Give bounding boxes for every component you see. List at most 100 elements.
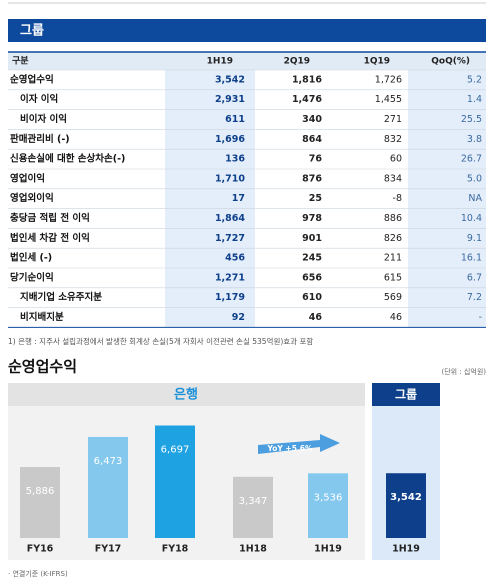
column-header: 구분 bbox=[12, 56, 29, 67]
section-title: 순영업수익 bbox=[8, 358, 77, 376]
chart-note: · 연결기준 (K-IFRS) bbox=[8, 569, 68, 578]
row-label: 판매관리비 (-) bbox=[10, 133, 70, 145]
category-label: FY17 bbox=[95, 544, 122, 555]
table-cell: 17 bbox=[232, 193, 245, 204]
row-label: 영업이익 bbox=[10, 172, 45, 184]
row-label: 순영업수익 bbox=[10, 73, 54, 85]
bar bbox=[20, 467, 60, 538]
table-cell: 245 bbox=[302, 253, 322, 264]
table-cell: 25 bbox=[309, 193, 322, 204]
table-cell: 340 bbox=[302, 114, 322, 125]
yoy-annotation: YoY +5.6% bbox=[266, 444, 313, 453]
table-cell: 7.2 bbox=[467, 292, 482, 303]
table-cell: 864 bbox=[302, 134, 322, 145]
table-cell: 826 bbox=[384, 233, 402, 244]
table-cell: 876 bbox=[302, 173, 322, 184]
bar bbox=[155, 425, 195, 538]
column-header: QoQ(%) bbox=[431, 57, 470, 67]
row-label: 비지배지분 bbox=[20, 311, 64, 323]
table-cell: 1,696 bbox=[215, 134, 245, 145]
table-cell: 615 bbox=[384, 272, 402, 283]
table: 구분 1H19 2Q19 1Q19 QoQ(%) 순영업수익 3,542 1,816 1,726… bbox=[8, 51, 486, 328]
table-cell: 16.1 bbox=[461, 253, 482, 264]
bar bbox=[308, 473, 348, 538]
table-cell: 1,476 bbox=[292, 94, 322, 105]
table-cell: 1,816 bbox=[292, 74, 322, 85]
table-cell: 1,455 bbox=[375, 94, 402, 105]
category-label: FY16 bbox=[27, 544, 54, 555]
table-cell: 3.8 bbox=[467, 134, 482, 145]
table-cell: 46 bbox=[309, 312, 323, 323]
column-header: 1Q19 bbox=[364, 57, 390, 67]
table-cell: 656 bbox=[302, 272, 322, 283]
bar bbox=[386, 473, 426, 538]
category-label: 1H19 bbox=[392, 544, 420, 555]
bar-value-label: 5,886 bbox=[26, 486, 55, 497]
row-label: 비이자 이익 bbox=[20, 113, 67, 125]
bar-value-label: 3,542 bbox=[390, 492, 422, 503]
table-cell: -8 bbox=[393, 193, 402, 204]
table-cell: 92 bbox=[232, 312, 245, 323]
bar-value-label: 6,697 bbox=[161, 445, 190, 456]
table-cell: 1,727 bbox=[215, 233, 245, 244]
table-cell: 2,931 bbox=[215, 94, 245, 105]
table-cell: 886 bbox=[384, 213, 402, 224]
table-cell: 1,271 bbox=[215, 272, 245, 283]
row-label: 지배기업 소유주지분 bbox=[20, 291, 102, 303]
bank-header bbox=[8, 383, 365, 406]
table-cell: 5.0 bbox=[467, 173, 482, 184]
table-cell: 834 bbox=[384, 173, 402, 184]
table-cell: 9.1 bbox=[467, 233, 482, 244]
header-title: 그룹 bbox=[20, 23, 44, 39]
table-cell: 901 bbox=[302, 233, 322, 244]
table-cell: 136 bbox=[225, 154, 245, 165]
bar-value-label: 3,536 bbox=[314, 492, 343, 503]
table-cell: 610 bbox=[302, 292, 322, 303]
bar-value-label: 6,473 bbox=[94, 456, 123, 467]
table-cell: 978 bbox=[302, 213, 322, 224]
table-cell: 832 bbox=[384, 134, 402, 145]
row-label: 신용손실에 대한 손상차손(-) bbox=[10, 153, 125, 165]
category-label: 1H19 bbox=[314, 544, 342, 555]
row-label: 법인세 (-) bbox=[10, 252, 52, 264]
bar bbox=[233, 476, 273, 538]
table-cell: 26.7 bbox=[461, 154, 482, 165]
row-label: 당기순이익 bbox=[10, 271, 54, 283]
table-cell: 76 bbox=[309, 154, 323, 165]
table-cell: 3,542 bbox=[215, 74, 245, 85]
bank-label: 은행 bbox=[174, 387, 198, 403]
table-cell: 5.2 bbox=[467, 74, 482, 85]
charts: 5,886 FY16 6,473 FY17 6,697 FY18 3,347 1H18 3,53… bbox=[20, 425, 426, 555]
table-cell: NA bbox=[468, 193, 482, 204]
table-cell: 1,864 bbox=[215, 213, 245, 224]
highlight-column bbox=[408, 70, 486, 328]
table-cell: 1.4 bbox=[467, 94, 482, 105]
table-header-bg bbox=[8, 52, 486, 70]
table-cell: 1,179 bbox=[215, 292, 245, 303]
table-cell: 1,710 bbox=[215, 173, 245, 184]
table-cell: 6.7 bbox=[467, 272, 482, 283]
table-cell: 25.5 bbox=[461, 114, 482, 125]
table-cell: 211 bbox=[384, 253, 402, 264]
unit-label: (단위 : 십억원) bbox=[442, 367, 487, 376]
group-label: 그룹 bbox=[395, 387, 417, 402]
table-cell: 1,726 bbox=[375, 74, 402, 85]
category-label: 1H18 bbox=[239, 544, 267, 555]
group-header bbox=[372, 383, 440, 406]
table-cell: 569 bbox=[384, 292, 402, 303]
table-cell: 456 bbox=[225, 253, 245, 264]
column-header: 1H19 bbox=[207, 57, 233, 67]
category-label: FY18 bbox=[162, 544, 189, 555]
table-cell: 271 bbox=[384, 114, 402, 125]
header-bar bbox=[8, 19, 486, 42]
table-cell: 10.4 bbox=[461, 213, 482, 224]
table-cell: 46 bbox=[390, 312, 402, 323]
bar-value-label: 3,347 bbox=[239, 496, 268, 507]
bar bbox=[88, 436, 128, 538]
highlight-column bbox=[165, 70, 255, 328]
yoy-arrow bbox=[258, 434, 340, 454]
table-cell: 611 bbox=[225, 114, 245, 125]
row-label: 충당금 적립 전 이익 bbox=[10, 212, 90, 224]
